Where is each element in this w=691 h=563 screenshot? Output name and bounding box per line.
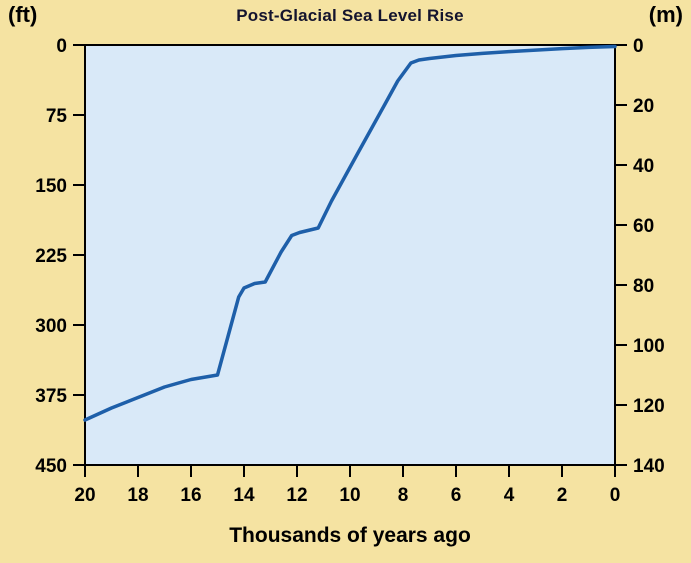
- right-tick-label: 0: [633, 36, 644, 57]
- right-tick-label: 40: [633, 156, 654, 177]
- x-tick-label: 12: [286, 485, 307, 506]
- left-tick-label: 0: [56, 36, 67, 57]
- x-tick-label: 14: [233, 485, 255, 506]
- x-tick-label: 4: [504, 485, 515, 506]
- left-axis-unit-label: (ft): [8, 2, 38, 27]
- x-tick-label: 0: [610, 485, 621, 506]
- left-tick-label: 300: [35, 316, 67, 337]
- plot-area: [84, 44, 616, 466]
- x-tick-label: 18: [127, 485, 148, 506]
- left-tick-label: 75: [46, 106, 68, 127]
- left-tick-label: 225: [35, 246, 67, 267]
- x-tick-label: 6: [451, 485, 462, 506]
- x-tick-label: 20: [74, 485, 95, 506]
- right-tick-label: 140: [633, 456, 665, 477]
- x-tick-label: 8: [398, 485, 409, 506]
- left-tick-label: 450: [35, 456, 67, 477]
- x-tick-label: 16: [180, 485, 201, 506]
- x-axis-label: Thousands of years ago: [229, 524, 471, 547]
- x-tick-label: 2: [557, 485, 568, 506]
- right-tick-label: 80: [633, 276, 654, 297]
- sea-level-curve: [83, 44, 617, 422]
- x-tick-label: 10: [339, 485, 360, 506]
- left-tick-label: 375: [35, 386, 67, 407]
- right-axis-unit-label: (m): [648, 2, 683, 27]
- right-tick-label: 60: [633, 216, 654, 237]
- right-tick-label: 120: [633, 396, 665, 417]
- right-tick-label: 20: [633, 96, 654, 117]
- left-tick-label: 150: [35, 176, 67, 197]
- chart-title: Post-Glacial Sea Level Rise: [236, 6, 464, 25]
- right-tick-label: 100: [633, 336, 665, 357]
